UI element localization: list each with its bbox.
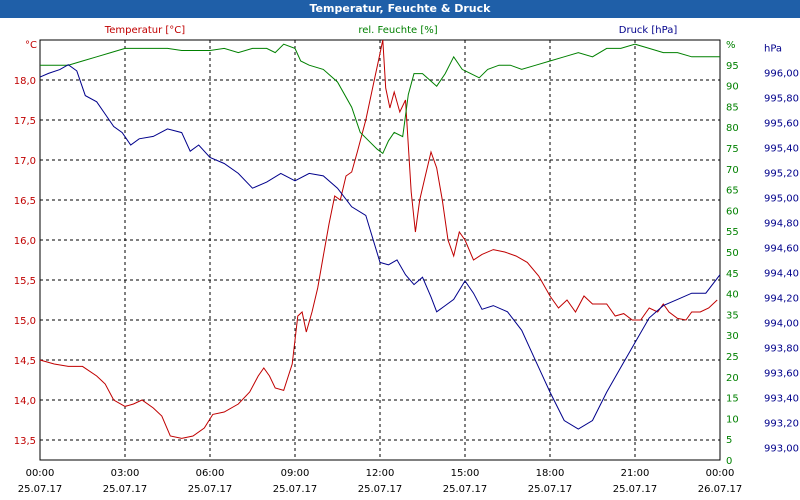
series-line-temperature [39,39,718,439]
x-tick-time: 00:00 [26,468,55,479]
humidity-tick-label: 80 [726,123,739,134]
pressure-tick-label: 995,80 [764,94,799,105]
temperature-tick-label: 15,5 [14,276,36,287]
x-tick-time: 03:00 [111,468,140,479]
humidity-tick-label: 55 [726,227,739,238]
x-tick-date: 26.07.17 [698,484,743,495]
x-tick-date: 25.07.17 [188,484,233,495]
humidity-tick-label: 45 [726,269,739,280]
humidity-tick-label: 75 [726,144,739,155]
pressure-tick-label: hPa [764,44,782,55]
pressure-tick-label: 995,00 [764,194,799,205]
x-tick-date: 25.07.17 [528,484,573,495]
x-tick-date: 25.07.17 [358,484,403,495]
humidity-tick-label: 95 [726,61,739,72]
temperature-tick-label: 15,0 [14,316,36,327]
x-tick-time: 18:00 [536,468,565,479]
series-line-humidity [40,43,720,155]
humidity-tick-label: % [726,40,736,51]
temperature-tick-label: 16,0 [14,236,36,247]
humidity-tick-label: 90 [726,82,739,93]
temperature-tick-label: 13,5 [14,436,36,447]
pressure-tick-label: 993,00 [764,444,799,455]
humidity-tick-label: 15 [726,394,739,405]
temperature-tick-label: 16,5 [14,196,36,207]
temperature-tick-label: 17,5 [14,116,36,127]
humidity-tick-label: 35 [726,310,739,321]
humidity-tick-label: 60 [726,206,739,217]
pressure-tick-label: 994,60 [764,244,799,255]
humidity-tick-label: 85 [726,102,739,113]
pressure-tick-label: 994,00 [764,319,799,330]
pressure-tick-label: 995,20 [764,169,799,180]
x-tick-time: 12:00 [366,468,395,479]
temperature-tick-label: 18,0 [14,76,36,87]
window-title: Temperatur, Feuchte & Druck [0,0,800,18]
pressure-tick-label: 993,80 [764,344,799,355]
x-tick-date: 25.07.17 [613,484,658,495]
humidity-tick-label: 20 [726,373,739,384]
humidity-tick-label: 0 [726,456,732,467]
pressure-tick-label: 993,20 [764,419,799,430]
x-tick-time: 09:00 [281,468,310,479]
humidity-tick-label: 10 [726,414,739,425]
pressure-tick-label: 994,20 [764,294,799,305]
plot-area-border [39,39,721,461]
x-tick-time: 06:00 [196,468,225,479]
x-tick-time: 21:00 [621,468,650,479]
legend-humidity: rel. Feuchte [%] [358,25,437,36]
humidity-tick-label: 25 [726,352,739,363]
pressure-tick-label: 996,00 [764,69,799,80]
humidity-tick-label: 65 [726,186,739,197]
temperature-tick-label: 14,0 [14,396,36,407]
x-tick-date: 25.07.17 [103,484,148,495]
chart: 00:00 25.07.17 03:00 25.07.17 06:00 25.07.17 0… [14,25,799,495]
series-layer [39,39,721,439]
x-tick-date: 25.07.17 [443,484,488,495]
temperature-unit-label: °C [25,40,37,51]
humidity-tick-label: 30 [726,331,739,342]
pressure-tick-label: 995,40 [764,144,799,155]
series-line-pressure [39,64,721,430]
legend-pressure: Druck [hPa] [619,25,678,36]
tick-labels: 00:00 25.07.17 03:00 25.07.17 06:00 25.07.17 0… [14,40,799,495]
pressure-tick-label: 994,40 [764,269,799,280]
x-tick-date: 25.07.17 [273,484,318,495]
pressure-tick-label: 995,60 [764,119,799,130]
pressure-tick-label: 993,40 [764,394,799,405]
humidity-tick-label: 5 [726,435,732,446]
x-tick-date: 25.07.17 [18,484,63,495]
pressure-tick-label: 994,80 [764,219,799,230]
temperature-tick-label: 14,5 [14,356,36,367]
pressure-tick-label: 993,60 [764,369,799,380]
humidity-tick-label: 40 [726,290,739,301]
humidity-tick-label: 50 [726,248,739,259]
x-tick-time: 00:00 [706,468,735,479]
grid [40,40,720,460]
humidity-tick-label: 70 [726,165,739,176]
x-tick-time: 15:00 [451,468,480,479]
legend-temperature: Temperatur [°C] [104,25,185,36]
temperature-tick-label: 17,0 [14,156,36,167]
legend: Temperatur [°C] rel. Feuchte [%] Druck [… [104,25,678,36]
